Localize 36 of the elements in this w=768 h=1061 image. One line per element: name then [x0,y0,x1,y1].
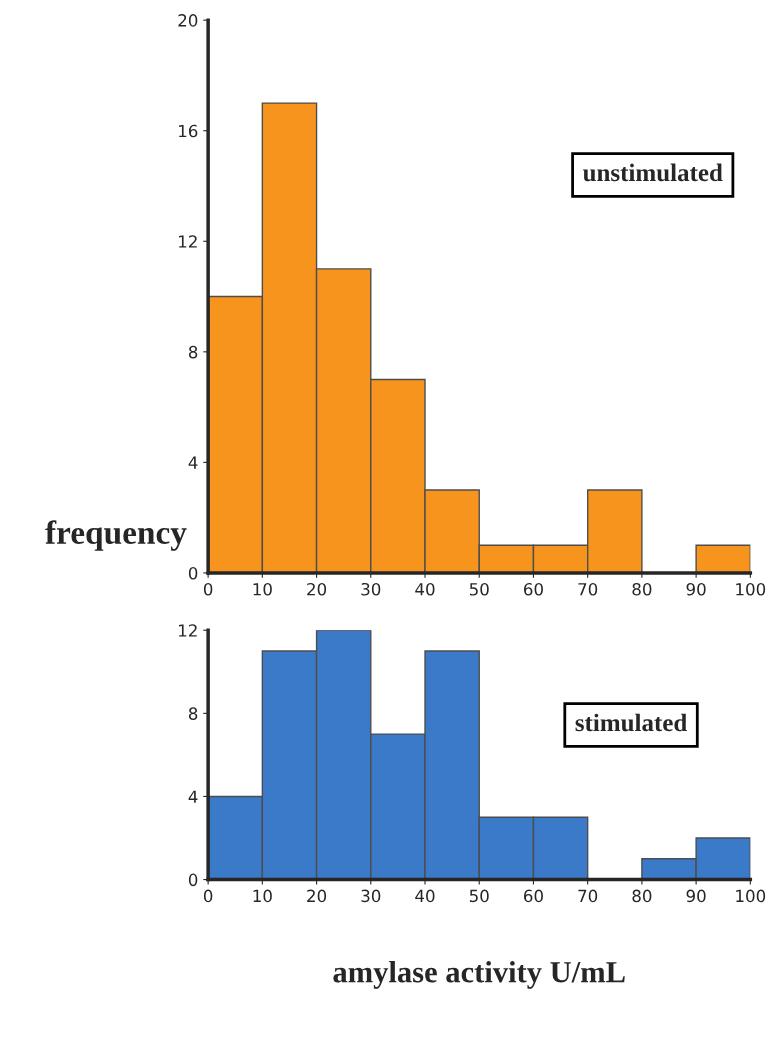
x-tick-label: 90 [686,889,706,903]
x-tick-label: 60 [524,582,543,596]
x-tick-label: 50 [469,889,489,903]
x-tick-label: 40 [415,582,435,596]
x-tick-label: 10 [253,889,272,903]
x-tick-label: 50 [469,582,489,596]
x-tick-label: 60 [524,889,543,903]
y-tick-label: 4 [188,456,198,469]
annotation: stimulated [575,713,688,732]
y-tick-label: 8 [188,345,198,359]
x-tick-label: 80 [632,582,652,596]
x-tick-label: 30 [361,889,381,903]
y-tick-label: 0 [188,566,198,580]
x-tick-label: 80 [632,889,652,903]
y-tick-label: 0 [188,873,198,887]
annotation: unstimulated [582,163,723,182]
y-tick-label: 16 [179,124,198,138]
y-tick-label: 20 [178,14,198,27]
y-tick-label: 12 [179,624,197,637]
x-tick-label: 90 [686,582,706,596]
x-tick-label: 100 [736,889,766,903]
x-tick-label: 70 [578,889,598,903]
x-tick-label: 0 [203,889,213,903]
x-tick-label: 0 [203,582,213,596]
y-tick-label: 8 [188,707,198,720]
x-axis-title: amylase activity U/mL [333,960,625,989]
y-tick-label: 4 [188,790,198,803]
x-tick-label: 100 [736,582,766,596]
y-axis-title: frequency [45,520,187,551]
x-tick-label: 10 [253,582,272,596]
x-tick-label: 40 [415,889,435,903]
x-tick-label: 70 [578,582,598,596]
x-tick-label: 20 [307,889,327,903]
x-tick-label: 30 [361,582,381,596]
y-tick-label: 12 [179,235,197,248]
x-tick-label: 20 [307,582,327,596]
